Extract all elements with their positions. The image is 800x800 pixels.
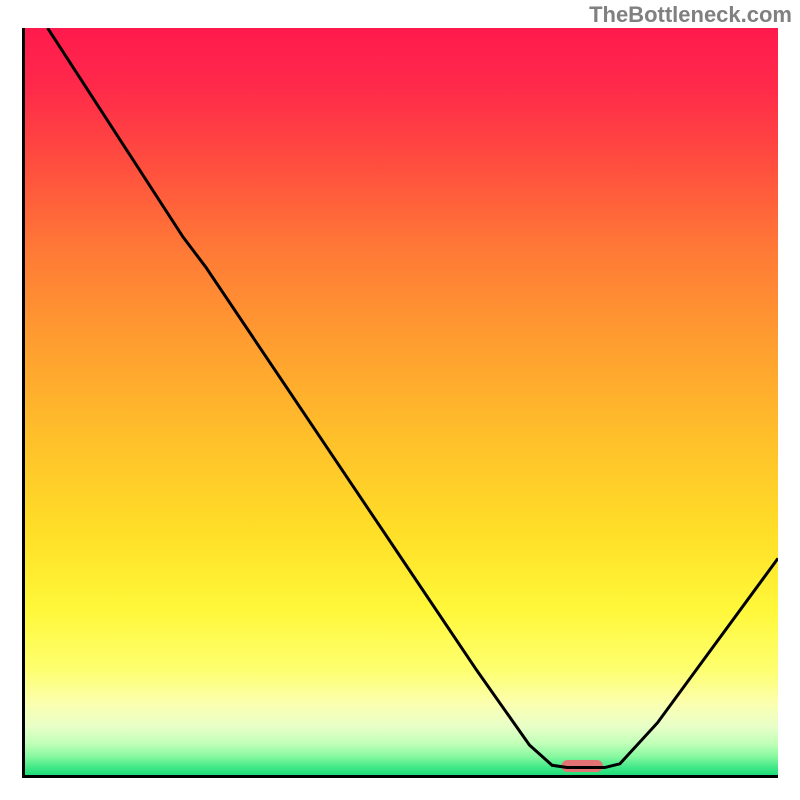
curve-layer [25, 28, 778, 775]
chart-container: TheBottleneck.com [0, 0, 800, 800]
watermark-text: TheBottleneck.com [589, 2, 792, 28]
bottleneck-curve [48, 28, 778, 768]
plot-area [22, 28, 778, 778]
